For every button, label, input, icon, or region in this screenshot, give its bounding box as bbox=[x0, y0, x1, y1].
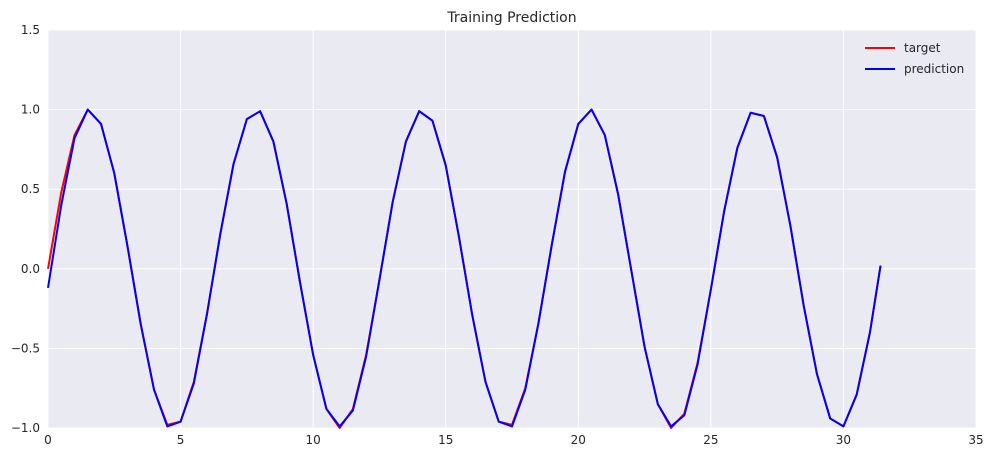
y-tick-label: 0.5 bbox=[21, 182, 40, 196]
legend: target prediction bbox=[865, 41, 964, 76]
x-tick-label: 35 bbox=[968, 433, 983, 447]
chart-title: Training Prediction bbox=[446, 10, 576, 26]
y-tick-label: −1.0 bbox=[11, 421, 40, 435]
legend-label-prediction: prediction bbox=[904, 62, 964, 76]
y-tick-label: 1.0 bbox=[21, 103, 40, 117]
y-tick-label: 1.5 bbox=[21, 23, 40, 37]
plot-area bbox=[48, 30, 976, 428]
series-lines bbox=[47, 108, 882, 429]
y-tick-labels: −1.0 −0.5 0.0 0.5 1.0 1.5 bbox=[11, 23, 40, 435]
x-tick-label: 15 bbox=[438, 433, 453, 447]
x-tick-label: 20 bbox=[571, 433, 586, 447]
x-tick-label: 25 bbox=[703, 433, 718, 447]
series-line-prediction bbox=[47, 108, 882, 428]
legend-label-target: target bbox=[904, 41, 941, 55]
x-tick-label: 10 bbox=[306, 433, 321, 447]
x-tick-label: 0 bbox=[44, 433, 52, 447]
y-tick-label: 0.0 bbox=[21, 262, 40, 276]
x-tick-labels: 0 5 10 15 20 25 30 35 bbox=[44, 433, 983, 447]
grid-lines bbox=[47, 29, 977, 429]
x-tick-label: 30 bbox=[836, 433, 851, 447]
y-tick-label: −0.5 bbox=[11, 341, 40, 355]
x-tick-label: 5 bbox=[177, 433, 185, 447]
